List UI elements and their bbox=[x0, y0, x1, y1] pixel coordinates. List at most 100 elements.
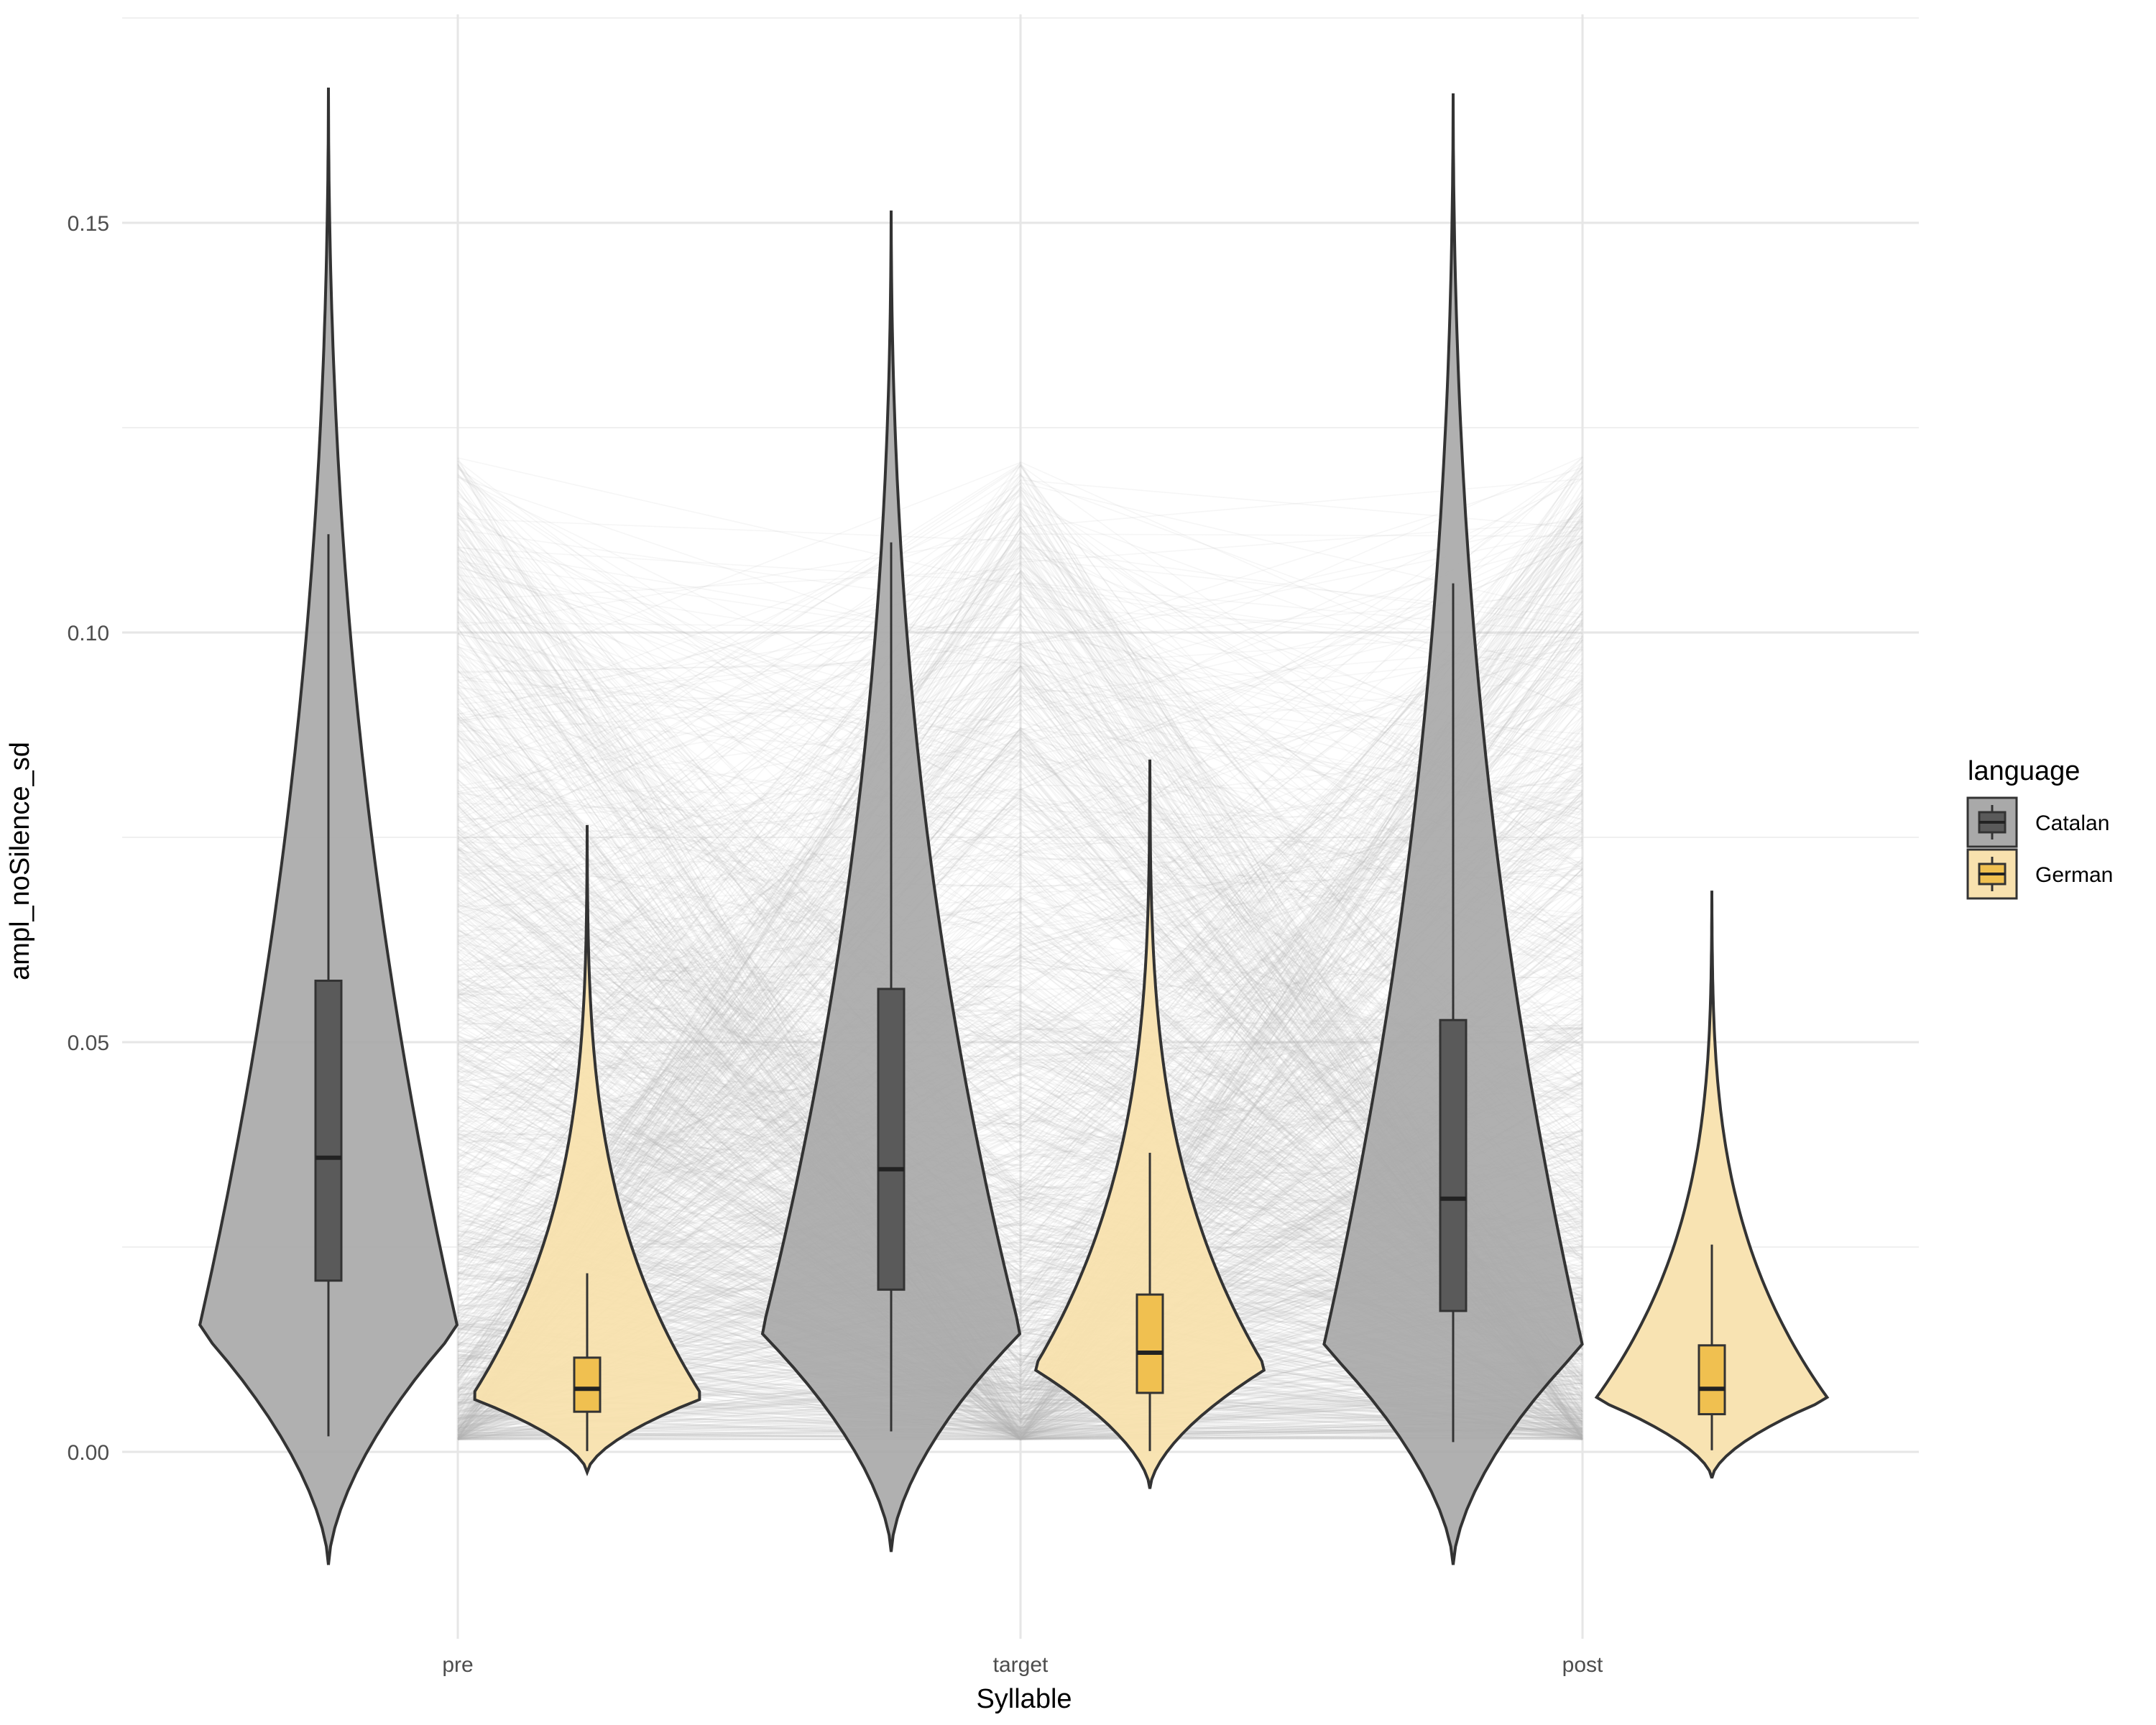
trajectory-line bbox=[457, 531, 1583, 1139]
legend: language Catalan German bbox=[1966, 756, 2113, 900]
trajectory-line bbox=[457, 679, 1583, 1190]
trajectory-line bbox=[457, 610, 1583, 1438]
trajectory-line bbox=[457, 530, 1583, 1375]
trajectory-line bbox=[457, 515, 1583, 1436]
trajectory-line bbox=[457, 766, 1583, 1440]
trajectory-line bbox=[457, 661, 1583, 942]
trajectory-line bbox=[457, 560, 1583, 1417]
trajectory-line bbox=[457, 1436, 1583, 1440]
trajectory-line bbox=[457, 632, 1583, 768]
trajectory-line bbox=[457, 560, 1583, 1046]
trajectory-line bbox=[457, 542, 1583, 1393]
trajectory-line bbox=[457, 820, 1583, 1077]
trajectory-line bbox=[457, 542, 1583, 1408]
trajectory-line bbox=[457, 464, 1583, 1440]
trajectory-line bbox=[457, 526, 1583, 1188]
trajectory-line bbox=[457, 548, 1583, 919]
trajectory-line bbox=[457, 497, 1583, 1440]
y-axis-title: ampl_noSilence_sd bbox=[5, 742, 35, 980]
trajectory-line bbox=[457, 688, 1583, 1169]
trajectory-line bbox=[457, 551, 1583, 1346]
trajectory-line bbox=[457, 576, 1583, 1310]
trajectory-line bbox=[457, 521, 1583, 1143]
trajectory-line bbox=[457, 474, 1583, 845]
trajectory-line bbox=[457, 829, 1583, 1045]
trajectory-line bbox=[457, 526, 1583, 1328]
trajectory-line bbox=[457, 661, 1583, 1326]
trajectory-line bbox=[457, 687, 1583, 1160]
trajectory-line bbox=[457, 613, 1583, 815]
trajectory-line bbox=[457, 624, 1583, 1238]
trajectory-line bbox=[457, 479, 1583, 1243]
trajectory-line bbox=[457, 489, 1583, 891]
trajectory-line bbox=[457, 496, 1583, 1333]
violin-german-target bbox=[1033, 759, 1266, 1489]
x-tick-label: pre bbox=[442, 1653, 473, 1677]
trajectory-line bbox=[457, 1431, 1583, 1440]
trajectory-line bbox=[457, 677, 1583, 1440]
trajectory-line bbox=[457, 822, 1583, 1029]
trajectory-line bbox=[457, 644, 1583, 978]
trajectory-line bbox=[457, 647, 1583, 1230]
trajectory-line bbox=[457, 486, 1583, 1144]
trajectory-line bbox=[457, 523, 1583, 1409]
violin-german-post bbox=[1594, 891, 1830, 1479]
trajectory-line bbox=[457, 873, 1583, 888]
trajectory-line bbox=[457, 581, 1583, 1300]
trajectory-line bbox=[457, 686, 1583, 1344]
x-tick-label: post bbox=[1562, 1653, 1603, 1677]
trajectory-line bbox=[457, 537, 1583, 1381]
trajectory-line bbox=[457, 793, 1583, 1218]
boxplots bbox=[314, 534, 1726, 1451]
trajectory-line bbox=[457, 645, 1583, 929]
trajectory-line bbox=[457, 535, 1583, 1131]
trajectory-line bbox=[457, 847, 1583, 1440]
trajectory-line bbox=[457, 778, 1583, 1348]
box-catalan-pre bbox=[314, 980, 343, 1282]
legend-label: German bbox=[2035, 863, 2113, 887]
trajectory-line bbox=[457, 750, 1583, 1440]
trajectory-line bbox=[457, 518, 1583, 1132]
trajectory-line bbox=[457, 911, 1583, 960]
trajectory-line bbox=[457, 810, 1583, 1392]
trajectory-line bbox=[457, 463, 1583, 1346]
trajectory-line bbox=[457, 635, 1583, 1440]
trajectory-line bbox=[457, 653, 1583, 1040]
trajectory-line bbox=[457, 586, 1583, 894]
trajectory-line bbox=[457, 555, 1583, 1415]
trajectory-line bbox=[457, 786, 1583, 895]
trajectory-line bbox=[457, 576, 1583, 1295]
trajectory-line bbox=[457, 471, 1583, 1431]
trajectory-line bbox=[457, 495, 1583, 876]
trajectory-line bbox=[457, 512, 1583, 824]
trajectory-line bbox=[457, 515, 1583, 706]
trajectory-line bbox=[457, 840, 1583, 1346]
trajectory-line bbox=[457, 468, 1583, 964]
trajectory-line bbox=[457, 703, 1583, 945]
legend-label: Catalan bbox=[2035, 811, 2109, 835]
trajectory-line bbox=[457, 562, 1583, 1040]
trajectory-line bbox=[457, 562, 1583, 1073]
trajectory-line bbox=[457, 549, 1583, 962]
trajectory-line bbox=[457, 503, 1583, 1266]
trajectory-line bbox=[457, 625, 1583, 1427]
trajectory-line bbox=[457, 486, 1583, 1439]
trajectory-line bbox=[457, 546, 1583, 1205]
trajectory-line bbox=[457, 727, 1583, 1090]
trajectory-line bbox=[457, 649, 1583, 1055]
trajectory-line bbox=[457, 1429, 1583, 1440]
trajectory-line bbox=[457, 515, 1583, 781]
trajectory-line bbox=[457, 644, 1583, 1175]
trajectory-line bbox=[457, 497, 1583, 1368]
trajectory-line bbox=[457, 985, 1583, 1439]
trajectory-line bbox=[457, 528, 1583, 1254]
trajectory-line bbox=[457, 951, 1583, 1439]
trajectory-line bbox=[457, 581, 1583, 1324]
trajectory-line bbox=[457, 642, 1583, 1237]
trajectory-line bbox=[457, 585, 1583, 977]
trajectory-line bbox=[457, 461, 1583, 1200]
trajectory-line bbox=[457, 541, 1583, 855]
trajectory-line bbox=[457, 742, 1583, 971]
trajectory-line bbox=[457, 556, 1583, 1112]
